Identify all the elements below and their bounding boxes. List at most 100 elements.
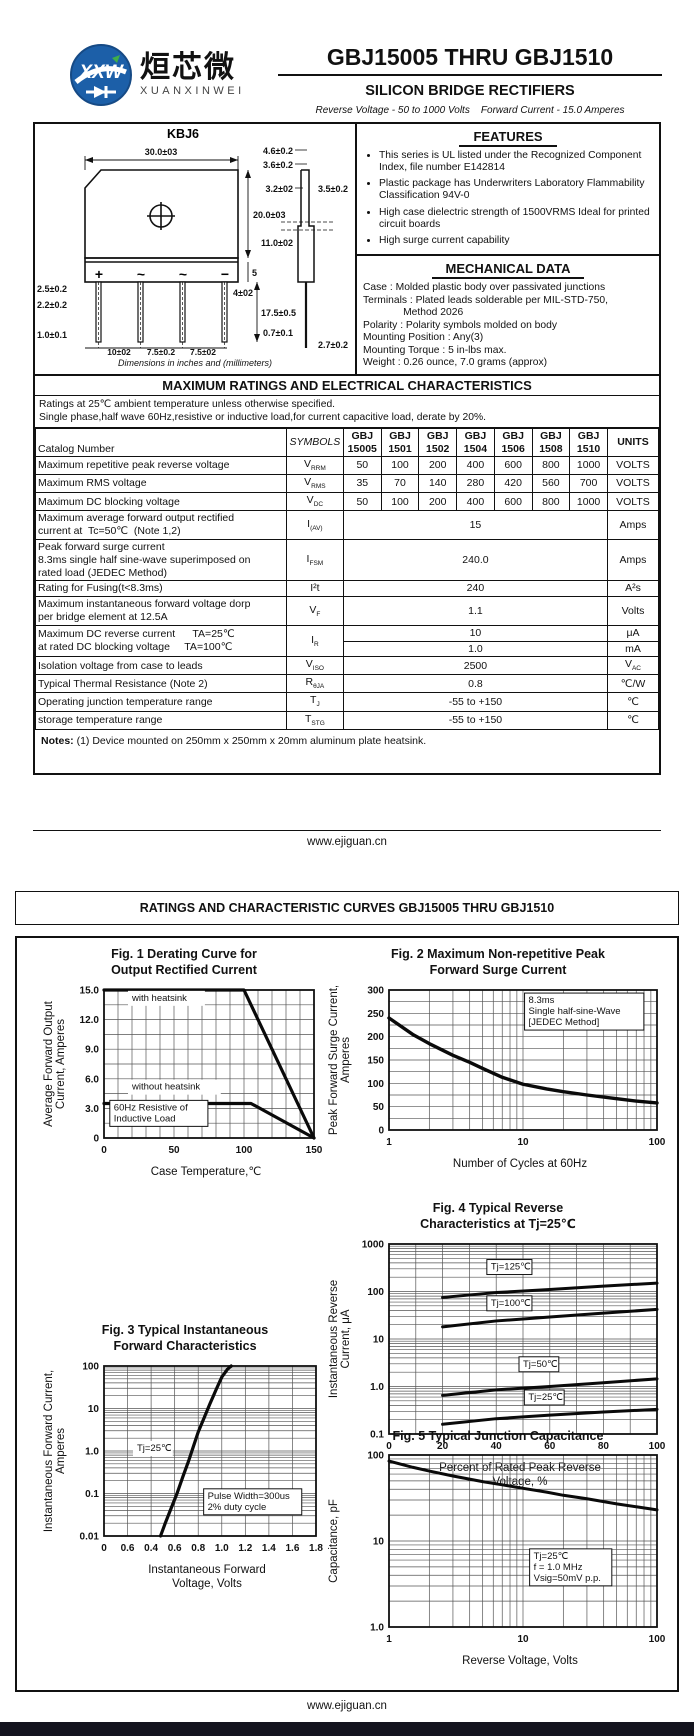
polarity-ac2: ~	[179, 266, 187, 282]
ratings-tagline: Reverse Voltage - 50 to 1000 Volts Forwa…	[315, 105, 625, 116]
table-row: Maximum repetitive peak reverse voltage V…	[35, 456, 660, 476]
features-list: This series is UL listed under the Recog…	[379, 150, 653, 247]
feature-item: This series is UL listed under the Recog…	[379, 150, 653, 174]
svg-text:Tj=125℃: Tj=125℃	[491, 1261, 531, 1272]
fig2-xlabel: Number of Cycles at 60Hz	[452, 1157, 588, 1170]
table-row: Isolation voltage from case to leads VISO…	[35, 656, 660, 676]
svg-text:12.0: 12.0	[80, 1015, 100, 1026]
ratings-section-title: MAXIMUM RATINGS AND ELECTRICAL CHARACTER…	[35, 374, 659, 396]
svg-text:Pulse Width=300us: Pulse Width=300us	[208, 1490, 290, 1501]
svg-text:3.0: 3.0	[85, 1103, 99, 1114]
fig2-surge-current: Fig. 2 Maximum Non-repetitive Peak Forwar…	[325, 946, 671, 1171]
svg-text:150: 150	[367, 1055, 384, 1066]
svg-text:10: 10	[373, 1334, 385, 1345]
fig5-title: Fig. 5 Typical Junction Capacitance	[392, 1429, 604, 1443]
dim-p2: 2.2±0.2	[37, 300, 67, 310]
dim-s3: 3.2±02	[266, 184, 293, 194]
svg-text:0.01: 0.01	[80, 1531, 100, 1542]
svg-text:0.4: 0.4	[144, 1543, 158, 1554]
svg-text:0.6: 0.6	[121, 1543, 135, 1554]
svg-text:Amperes: Amperes	[340, 1036, 352, 1082]
svg-text:Average Forward Output: Average Forward Output	[43, 1000, 55, 1127]
svg-text:Vsig=50mV p.p.: Vsig=50mV p.p.	[534, 1573, 601, 1584]
svg-text:200: 200	[367, 1032, 384, 1043]
page1-content-box: KBJ6 + ~ ~ −	[33, 122, 661, 775]
svg-text:100: 100	[649, 1441, 666, 1452]
mechanical-data-section: MECHANICAL DATA Case : Molded plastic bo…	[357, 256, 659, 374]
svg-text:15.0: 15.0	[80, 985, 100, 996]
package-outline-drawing: KBJ6 + ~ ~ −	[35, 124, 357, 374]
curves-section-title: RATINGS AND CHARACTERISTIC CURVES GBJ150…	[15, 891, 679, 925]
svg-text:2% duty cycle: 2% duty cycle	[208, 1501, 267, 1512]
company-name-en: XUANXINWEI	[140, 85, 245, 97]
dim-s7: 2.7±0.2	[318, 340, 348, 350]
dim-s6: 0.7±0.1	[263, 328, 293, 338]
fig1-title: Fig. 1 Derating Curve for Output Rectifie…	[111, 947, 257, 978]
svg-text:[JEDEC Method]: [JEDEC Method]	[529, 1017, 600, 1028]
fig4-plot: Tj=125℃ Tj=100℃ Tj=50℃ Tj=25℃ 0 20 40 60 80 100 10…	[328, 1239, 666, 1452]
svg-text:10: 10	[517, 1634, 529, 1645]
svg-text:100: 100	[367, 1451, 384, 1462]
svg-text:150: 150	[306, 1145, 323, 1156]
table-row: Maximum RMS voltage VRMS 35 70 140 280 420 560 7…	[35, 474, 660, 494]
table-row: Maximum DC reverse current TA=25℃ at rate…	[35, 624, 660, 658]
svg-text:Tj=50℃: Tj=50℃	[523, 1358, 558, 1369]
svg-text:1: 1	[386, 1634, 392, 1645]
table-row: Rating for Fusing(t<8.3ms) I²t 240 A²s	[35, 580, 660, 598]
features-title: FEATURES	[363, 129, 653, 147]
fig1-xlabel: Case Temperature,℃	[150, 1165, 262, 1178]
website-link[interactable]: www.ejiguan.cn	[307, 1700, 387, 1712]
ratings-conditions: Ratings at 25℃ ambient temperature unles…	[35, 396, 659, 428]
dim-pitch2: 7.5±0.2	[147, 347, 176, 356]
svg-text:0: 0	[386, 1441, 392, 1452]
svg-text:XXW: XXW	[78, 62, 124, 83]
svg-text:0: 0	[101, 1543, 107, 1554]
svg-text:60: 60	[544, 1441, 556, 1452]
polarity-plus: +	[95, 266, 103, 282]
package-caption: Dimensions in inches and (millimeters)	[117, 358, 273, 368]
svg-text:Inductive Load: Inductive Load	[114, 1113, 176, 1124]
mech-line: Case : Molded plastic body over passivat…	[363, 282, 606, 293]
fig5-junction-capacitance: Fig. 5 Typical Junction Capacitance Tj=25…	[325, 1428, 671, 1669]
ratings-condition-line: Single phase,half wave 60Hz,resistive or…	[39, 412, 487, 424]
svg-text:1.0: 1.0	[370, 1623, 384, 1634]
svg-text:Tj=100℃: Tj=100℃	[491, 1297, 531, 1308]
fig3-xlabel: Instantaneous Forward Voltage, Volts	[148, 1563, 266, 1590]
svg-text:0.1: 0.1	[370, 1429, 384, 1440]
svg-text:1000: 1000	[362, 1239, 385, 1250]
svg-text:f = 1.0 MHz: f = 1.0 MHz	[534, 1562, 583, 1573]
package-name: KBJ6	[167, 127, 199, 141]
fig1-plot: with heatsink without heatsink 60Hz Resist…	[43, 985, 323, 1156]
svg-text:10: 10	[373, 1537, 385, 1548]
logo-icon: XXW	[70, 44, 132, 106]
svg-text:100: 100	[236, 1145, 253, 1156]
mech-line: Weight : 0.26 ounce, 7.0 grams (approx)	[363, 357, 548, 369]
svg-text:Peak Forward Surge Current,: Peak Forward Surge Current,	[328, 984, 340, 1134]
polarity-minus: −	[221, 266, 229, 282]
title-block: GBJ15005 THRU GBJ1510 SILICON BRIDGE REC…	[278, 44, 662, 116]
feature-item: Plastic package has Underwriters Laborat…	[379, 178, 653, 202]
svg-text:100: 100	[367, 1287, 384, 1298]
svg-text:Instantaneous Reverse: Instantaneous Reverse	[328, 1279, 340, 1397]
website-link[interactable]: www.ejiguan.cn	[307, 836, 387, 848]
fig5-xlabel: Reverse Voltage, Volts	[462, 1655, 578, 1668]
svg-text:0.8: 0.8	[191, 1543, 205, 1554]
dim-s1: 4.6±0.2	[263, 146, 293, 156]
dim-s5: 11.0±02	[261, 238, 293, 248]
svg-text:100: 100	[649, 1137, 666, 1148]
device-type-subtitle: SILICON BRIDGE RECTIFIERS	[365, 83, 575, 99]
svg-text:1: 1	[386, 1137, 392, 1148]
table-row: Operating junction temperature range TJ -5…	[35, 692, 660, 712]
feature-item: High case dielectric strength of 1500VRM…	[379, 207, 653, 231]
bottom-bar	[0, 1722, 694, 1736]
notes-label: Notes:	[41, 734, 74, 747]
dim-lead-top: 4±02	[233, 288, 253, 298]
page2-content-box	[15, 936, 679, 1692]
svg-text:6.0: 6.0	[85, 1074, 99, 1085]
svg-text:Current, Amperes: Current, Amperes	[55, 1018, 67, 1108]
feature-item: High surge current capability	[379, 235, 653, 247]
dim-p3: 1.0±0.1	[37, 330, 67, 340]
